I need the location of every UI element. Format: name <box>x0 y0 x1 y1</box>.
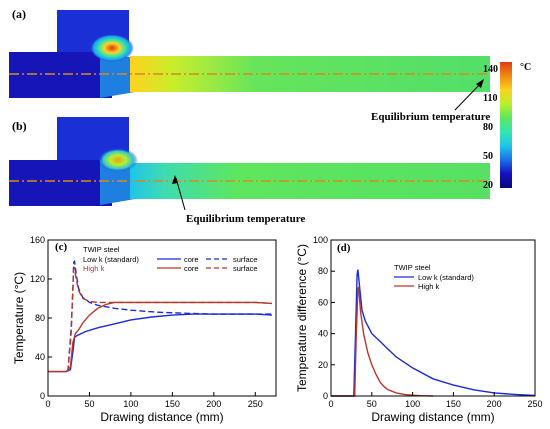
series-line <box>331 286 434 397</box>
panel-label-b: (b) <box>12 119 27 133</box>
annotation-a: Equilibrium temperature <box>371 111 490 123</box>
colorbar-bar <box>500 62 512 188</box>
y-tick-label: 60 <box>318 297 328 307</box>
y-tick-label: 80 <box>35 313 45 323</box>
colorbar-ticks: 140 110 80 50 20 <box>483 64 498 191</box>
legend-style-label: surface <box>233 264 258 273</box>
colorbar-tick-label: 80 <box>483 122 493 133</box>
colorbar-tick-label: 50 <box>483 151 493 162</box>
legend-entry: Low k (standard) <box>83 255 139 264</box>
colorbar: °C 140 110 80 50 20 <box>483 62 531 191</box>
chart-c: 0 50 100 150 200 250 0 40 80 120 160 Drawing distan… <box>12 235 277 424</box>
y-tick-label: 100 <box>313 235 328 245</box>
colorbar-tick-label: 140 <box>483 64 498 75</box>
panel-label: (c) <box>55 241 68 253</box>
x-tick-label: 200 <box>206 399 221 409</box>
x-tick-label: 50 <box>84 399 94 409</box>
x-tick-label: 150 <box>446 399 461 409</box>
x-tick-label: 200 <box>487 399 502 409</box>
x-tick-label: 250 <box>527 399 542 409</box>
y-tick-label: 0 <box>323 391 328 401</box>
x-tick-label: 100 <box>405 399 420 409</box>
die-transition-a <box>100 52 135 98</box>
annotation-arrow-a <box>454 81 483 111</box>
x-axis-label: Drawing distance (mm) <box>371 410 494 424</box>
y-tick-label: 80 <box>318 266 328 276</box>
panel-b: (b) Equilibrium temperature <box>9 117 490 225</box>
x-tick-label: 0 <box>328 399 333 409</box>
y-tick-label: 160 <box>30 235 45 245</box>
colorbar-unit: °C <box>520 62 531 73</box>
die-transition-b <box>100 160 135 205</box>
x-tick-label: 50 <box>367 399 377 409</box>
billet-a <box>9 52 112 98</box>
x-tick-label: 250 <box>248 399 263 409</box>
series-group <box>48 259 272 373</box>
y-axis-label: Temperature difference (°C) <box>295 244 309 392</box>
panel-a: (a) Equilibrium temperature <box>9 7 490 123</box>
y-axis-label: Temperature (°C) <box>12 272 26 364</box>
y-tick-label: 40 <box>318 329 328 339</box>
annotation-arrow-b <box>175 177 186 211</box>
annotation-b: Equilibrium temperature <box>186 213 305 225</box>
legend-style-label: core <box>184 255 199 264</box>
annotation-arrowhead-b <box>172 175 178 184</box>
series-group <box>331 269 536 397</box>
hot-zone-b <box>98 148 138 172</box>
legend-entry: High k <box>83 264 105 273</box>
hot-zone-a <box>90 34 134 62</box>
colorbar-tick-label: 110 <box>483 93 497 104</box>
billet-b <box>9 160 112 206</box>
annotation-arrowhead-a <box>476 79 484 88</box>
series-line <box>331 269 536 397</box>
legend-entry: High k <box>418 282 440 291</box>
legend-style-label: surface <box>233 255 258 264</box>
legend-style-label: core <box>184 264 199 273</box>
colorbar-tick-label: 20 <box>483 180 493 191</box>
panel-label: (d) <box>337 242 351 254</box>
panel-label-a: (a) <box>12 7 26 21</box>
x-tick-label: 0 <box>45 399 50 409</box>
series-line <box>67 259 272 372</box>
legend-header: TWIP steel <box>83 245 120 254</box>
plot-frame <box>330 239 536 397</box>
y-tick-label: 0 <box>40 391 45 401</box>
x-axis-label: Drawing distance (mm) <box>100 410 223 424</box>
x-tick-label: 100 <box>123 399 138 409</box>
y-tick-label: 120 <box>30 274 45 284</box>
y-tick-label: 40 <box>35 352 45 362</box>
series-line <box>67 266 272 372</box>
y-tick-label: 20 <box>318 360 328 370</box>
legend-entry: Low k (standard) <box>418 273 474 282</box>
legend-header: TWIP steel <box>394 263 431 272</box>
x-tick-label: 150 <box>165 399 180 409</box>
series-line <box>48 313 272 373</box>
